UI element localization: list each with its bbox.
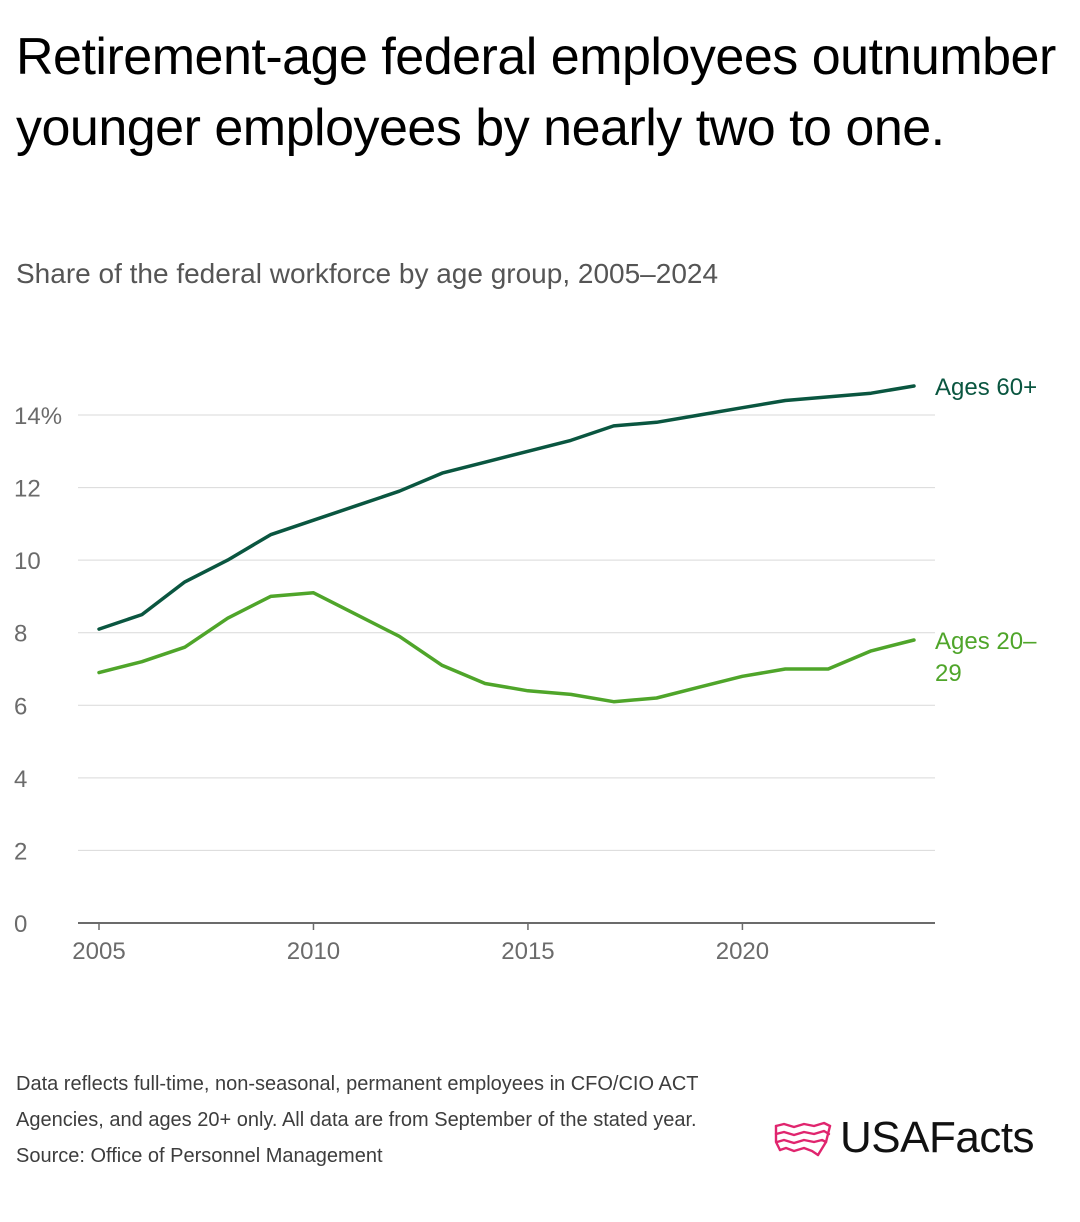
series-label-ages-60-plus: Ages 60+ (935, 374, 1037, 401)
x-tick-label: 2010 (287, 938, 340, 965)
logo-wordmark: USAFacts (840, 1113, 1035, 1162)
y-tick-label: 10 (14, 548, 41, 575)
us-map-flag-icon (774, 1121, 832, 1157)
chart-title: Retirement-age federal employees outnumb… (16, 28, 1056, 157)
series-label-ages-20-29: Ages 20– 29 (935, 628, 1037, 687)
series-line-ages-20-29 (97, 591, 916, 704)
series-line-ages-60-plus (97, 384, 916, 631)
y-tick-label: 6 (14, 693, 27, 720)
y-tick-label: 2 (14, 838, 27, 865)
y-tick-label: 8 (14, 621, 27, 648)
y-tick-label: 4 (14, 766, 27, 793)
y-tick-label: 0 (14, 911, 27, 938)
y-tick-label: 12 (14, 476, 41, 503)
x-tick-label: 2015 (501, 938, 554, 965)
footnote-source: Source: Office of Personnel Management (16, 1145, 383, 1167)
axes: 0 2 4 6 8 10 12 14% 2005 2010 2015 2020 (14, 403, 935, 965)
footnote-note: Data reflects full-time, non-seasonal, p… (16, 1073, 699, 1131)
x-tick-label: 2005 (72, 938, 125, 965)
x-tick-label: 2020 (716, 938, 769, 965)
series-lines (97, 384, 916, 704)
footnote: Data reflects full-time, non-seasonal, p… (16, 1066, 736, 1174)
y-tick-label: 14% (14, 403, 62, 430)
usafacts-logo[interactable]: USAFacts (774, 1110, 1035, 1166)
gridlines (78, 414, 935, 851)
chart-subtitle: Share of the federal workforce by age gr… (16, 258, 719, 289)
series-labels: Ages 60+ Ages 20– 29 (935, 374, 1037, 687)
